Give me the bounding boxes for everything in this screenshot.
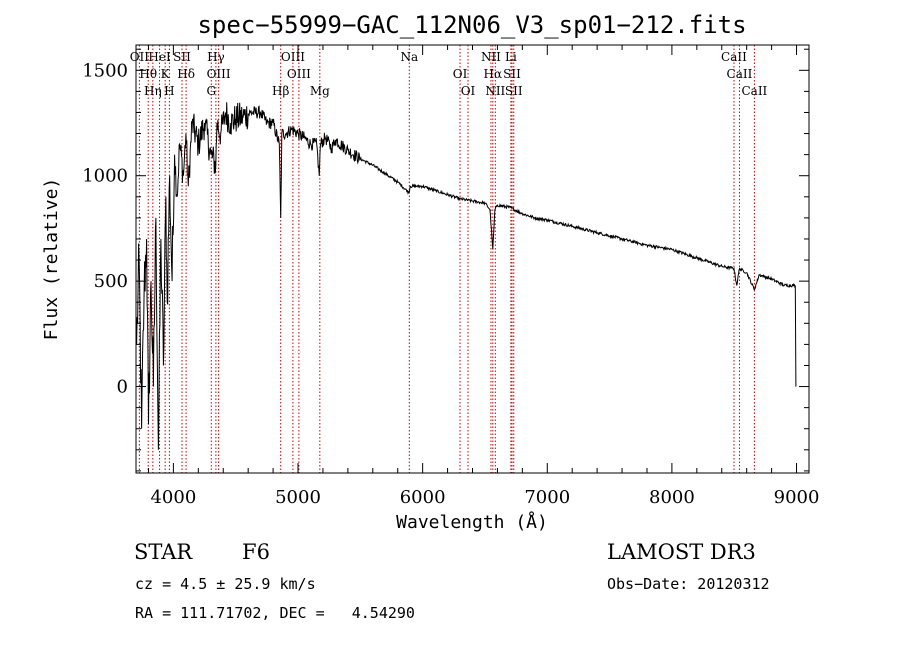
spectral-line-label: CaII <box>721 50 747 64</box>
y-axis-label: Flux (relative) <box>41 178 62 341</box>
x-tick-label: 7000 <box>524 487 570 508</box>
y-tick-label: 1000 <box>82 166 128 187</box>
ticks-layer: 4000 5000 6000 7000 8000 9000 0 500 1000 1500 <box>82 45 819 508</box>
y-tick-label: 0 <box>117 377 128 398</box>
spectral-line-label: G <box>206 84 216 98</box>
obs-date: Obs−Date: 20120312 <box>607 575 770 593</box>
y-tick-label: 500 <box>94 271 128 292</box>
spectral-line-label: NII <box>485 84 505 98</box>
x-tick-label: 4000 <box>150 487 196 508</box>
object-subclass: F6 <box>242 540 270 564</box>
spectral-line-label: Hδ <box>177 67 195 81</box>
spectral-line-label: Hθ <box>139 67 157 81</box>
spectral-line-label: SII <box>505 84 523 98</box>
x-axis-label: Wavelength (Å) <box>396 511 548 533</box>
redshift-info: cz = 4.5 ± 25.9 km/s <box>135 575 316 593</box>
x-tick-label: 9000 <box>774 487 820 508</box>
spectral-line-label: SII <box>173 50 191 64</box>
spectral-line-label: SII <box>503 67 521 81</box>
x-tick-label: 5000 <box>275 487 321 508</box>
coordinates: RA = 111.71702, DEC = 4.54290 <box>135 604 415 622</box>
x-tick-label: 6000 <box>400 487 446 508</box>
spectral-line-label: OIII <box>287 67 311 81</box>
series-layer <box>136 102 797 450</box>
survey-name: LAMOST DR3 <box>607 540 756 564</box>
spectral-line-label: Hη <box>144 84 162 98</box>
spectral-line-label: CaII <box>741 84 767 98</box>
x-tick-label: 8000 <box>649 487 695 508</box>
spectral-line-label: OII <box>130 50 150 64</box>
series-line <box>136 102 797 450</box>
spectral-line-labels-layer: OII Hθ Hη HeI KH SII Hδ G Hγ OIII Hβ OIII OIII Mg Na OI… <box>130 50 768 98</box>
spectral-line-label: Li <box>505 50 517 64</box>
spectral-line-label: K <box>161 67 171 81</box>
spectral-line-label: Mg <box>310 84 330 98</box>
spectral-line-label: CaII <box>727 67 753 81</box>
spectral-line-label: Na <box>400 50 418 64</box>
spectral-line-label: NII <box>481 50 501 64</box>
spectral-line-label: HeI <box>148 50 171 64</box>
spectral-line-label: OIII <box>281 50 305 64</box>
spectral-line-label: OI <box>461 84 476 98</box>
spectral-line-label: H <box>164 84 174 98</box>
spectral-line-label: OIII <box>207 67 231 81</box>
object-class: STAR <box>134 540 193 564</box>
spectral-lines-layer <box>138 45 755 473</box>
spectral-line-label: Hα <box>484 67 503 81</box>
y-tick-label: 1500 <box>82 60 128 81</box>
spectral-line-label: Hγ <box>207 50 225 64</box>
spectral-line-label: Hβ <box>272 84 289 98</box>
spectral-line-label: OI <box>453 67 468 81</box>
chart-title: spec−55999−GAC_112N06_V3_sp01−212.fits <box>197 11 746 39</box>
